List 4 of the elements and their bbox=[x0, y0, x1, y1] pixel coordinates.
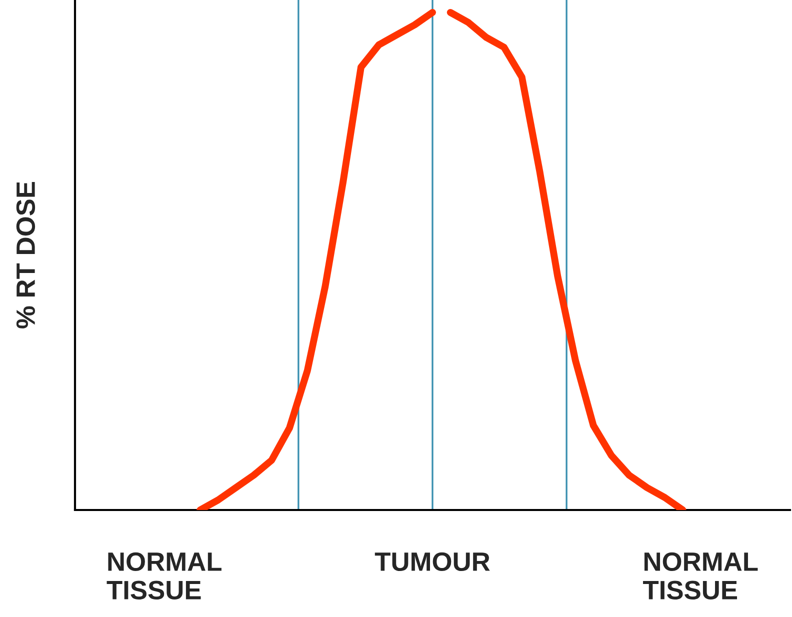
x-tick-label: TUMOUR bbox=[374, 552, 490, 572]
x-tick-label: NORMAL TISSUE bbox=[643, 552, 758, 600]
y-axis-title: % RT DOSE bbox=[16, 182, 36, 328]
x-tick-label: NORMAL TISSUE bbox=[106, 552, 222, 600]
